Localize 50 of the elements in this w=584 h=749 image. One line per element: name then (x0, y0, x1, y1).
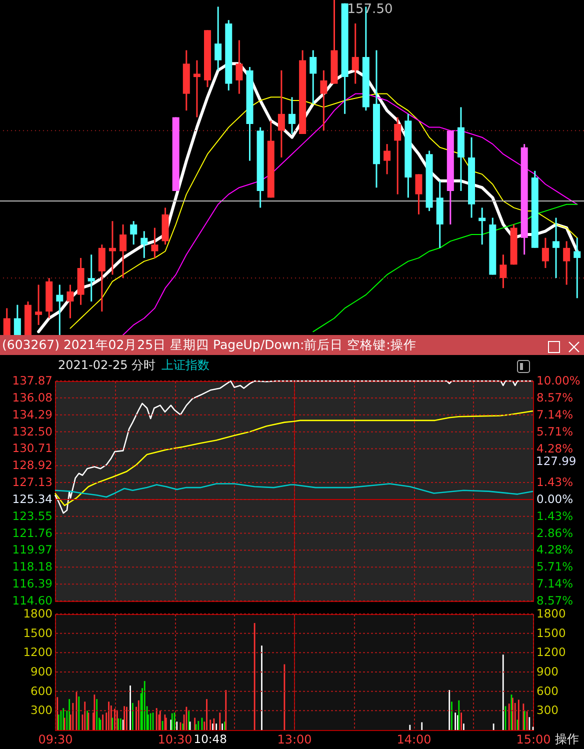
annotation: 10:48 (194, 732, 227, 746)
y-tick-label: 600 (30, 684, 52, 698)
y2-tick-label: 600 (536, 684, 558, 698)
y-tick-label: 1800 (23, 606, 52, 620)
y2-tick-label: 5.71% (536, 424, 574, 438)
y-tick-label: 300 (30, 703, 52, 718)
y-tick-label: 1500 (23, 626, 52, 640)
y2-tick-label: 2.86% (536, 526, 574, 540)
y-tick-label: 118.18 (12, 560, 52, 574)
y-tick-label: 116.39 (12, 576, 52, 591)
chart-subtitle: 2021-02-25 分时 (58, 358, 156, 372)
y2-tick-label: 5.71% (536, 560, 574, 574)
y-tick-label: 121.76 (12, 526, 52, 540)
y2-tick-label: 10.00% (536, 374, 580, 388)
y-tick-label: 127.13 (12, 475, 52, 490)
y2-tick-label: 8.57% (536, 594, 574, 608)
x-tick-label: 13:00 (277, 732, 312, 746)
y-tick-label: 1200 (23, 645, 52, 660)
y-tick-label: 136.08 (12, 390, 52, 404)
text: 操作 (555, 732, 579, 746)
y-tick-label: 128.92 (12, 458, 52, 472)
y-tick-label: 137.87 (12, 374, 52, 388)
y-tick-label: 119.97 (12, 542, 52, 557)
y2-tick-label: 1200 (536, 645, 566, 660)
x-tick-label: 14:00 (396, 732, 432, 746)
y-tick-label: 132.50 (12, 424, 52, 438)
chart-title: (603267) 2021年02月25日 星期四 PageUp/Down:前后日 空格键:操作 (0, 335, 584, 355)
y2-tick-label: 1800 (536, 606, 566, 620)
y2-tick-label: 300 (536, 703, 558, 718)
text: 127.99 (536, 454, 576, 468)
x-tick-label: 15:00 (516, 732, 551, 746)
y-tick-label: 114.60 (12, 594, 52, 608)
x-tick-label: 10:30 (158, 732, 192, 746)
y2-tick-label: 4.28% (536, 542, 574, 557)
x-tick-label: 09:30 (38, 732, 73, 746)
y-tick-label: 900 (30, 664, 52, 678)
y-tick-label: 130.71 (12, 441, 52, 456)
y-tick-label: 123.55 (12, 508, 52, 523)
y2-tick-label: 0.00% (536, 492, 574, 506)
y2-tick-label: 1.43% (536, 475, 574, 490)
y2-tick-label: 1500 (536, 626, 566, 640)
y-tick-label: 125.34 (12, 492, 52, 506)
y2-tick-label: 7.14% (536, 576, 574, 591)
y2-tick-label: 900 (536, 664, 558, 678)
y2-tick-label: 1.43% (536, 508, 574, 523)
y2-tick-label: 4.28% (536, 441, 574, 456)
y2-tick-label: 7.14% (536, 407, 574, 422)
y2-tick-label: 8.57% (536, 390, 574, 404)
y-tick-label: 134.29 (12, 407, 52, 422)
text: 上证指数 (162, 358, 210, 372)
